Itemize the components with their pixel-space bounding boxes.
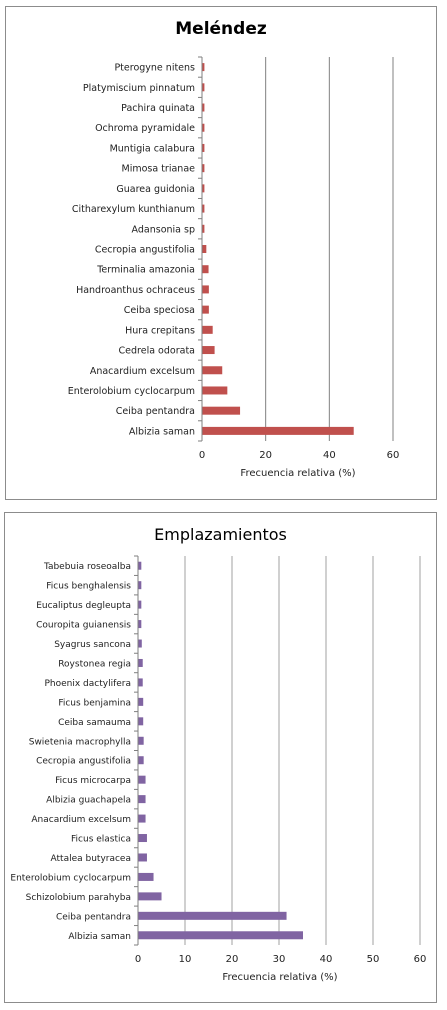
- bar: [202, 123, 205, 132]
- category-label: Ficus elastica: [71, 835, 131, 845]
- bar: [202, 184, 205, 193]
- category-label: Albizia saman: [68, 932, 131, 942]
- category-label: Pterogyne nitens: [114, 63, 195, 74]
- category-label: Tabebuia roseoalba: [43, 562, 131, 572]
- category-label: Muntigia calabura: [110, 143, 195, 154]
- bar: [138, 911, 287, 920]
- category-label: Platymiscium pinnatum: [83, 83, 195, 94]
- category-label: Albizia saman: [129, 426, 195, 437]
- category-label: Syagrus sancona: [54, 640, 131, 650]
- bar: [138, 717, 144, 726]
- category-label: Mimosa trianae: [122, 164, 196, 175]
- bar: [202, 103, 205, 112]
- bar: [202, 325, 213, 334]
- category-label: Anacardium excelsum: [90, 366, 195, 377]
- bar: [202, 143, 205, 152]
- category-label: Terminalia amazonia: [96, 265, 195, 276]
- bar: [138, 756, 144, 765]
- bar: [138, 853, 147, 862]
- category-label: Pachira quinata: [121, 103, 195, 114]
- category-label: Cecropia angustifolia: [36, 757, 131, 767]
- x-axis-label: Frecuencia relativa (%): [240, 468, 355, 479]
- bar: [138, 600, 142, 609]
- x-tick-label: 20: [259, 450, 272, 461]
- bar: [202, 346, 215, 355]
- bar: [202, 285, 209, 294]
- category-label: Cecropia angustifolia: [95, 245, 195, 256]
- x-tick-label: 40: [320, 954, 333, 965]
- x-tick-label: 60: [414, 954, 427, 965]
- bar: [138, 561, 142, 570]
- bar: [138, 834, 147, 843]
- category-label: Ceiba pentandra: [116, 406, 195, 417]
- bar: [202, 305, 209, 314]
- bar: [138, 892, 162, 901]
- bar: [138, 639, 142, 648]
- category-label: Roystonea regia: [58, 659, 131, 669]
- x-tick-label: 10: [179, 954, 192, 965]
- category-label: Eucaliptus degleupta: [36, 601, 131, 611]
- bar: [202, 204, 205, 213]
- chart-panel-melendez: Meléndez: [5, 6, 437, 500]
- bar: [202, 426, 354, 435]
- bar: [202, 366, 223, 375]
- category-label: Ceiba samauma: [58, 718, 131, 728]
- category-label: Phoenix dactylifera: [44, 679, 131, 689]
- x-tick-label: 30: [273, 954, 286, 965]
- bar: [138, 795, 146, 804]
- category-label: Schizolobium parahyba: [26, 893, 131, 903]
- chart-title: Meléndez: [175, 19, 267, 39]
- bar: [202, 386, 228, 395]
- bar: [138, 872, 154, 881]
- category-label: Citharexylum kunthianum: [72, 204, 195, 215]
- bar: [138, 775, 146, 784]
- bar: [138, 931, 303, 940]
- bar: [138, 581, 142, 590]
- bar: [202, 63, 205, 72]
- bar: [202, 224, 205, 233]
- bar: [202, 83, 205, 92]
- bar: [202, 406, 241, 415]
- x-tick-label: 0: [199, 450, 205, 461]
- category-label: Ochroma pyramidale: [95, 123, 195, 134]
- category-label: Couropita guianensis: [36, 621, 131, 631]
- category-label: Anacardium excelsum: [31, 815, 131, 825]
- category-label: Ceiba pentandra: [56, 912, 131, 922]
- x-tick-label: 0: [135, 954, 141, 965]
- bar: [202, 164, 205, 173]
- category-label: Ficus microcarpa: [55, 776, 131, 786]
- chart-title: Emplazamientos: [154, 525, 287, 544]
- bar: [138, 697, 144, 706]
- bar: [202, 245, 207, 253]
- bar: [138, 658, 143, 667]
- category-label: Enterolobium cyclocarpum: [10, 873, 131, 883]
- x-tick-label: 50: [367, 954, 380, 965]
- bar: [202, 265, 209, 274]
- category-label: Enterolobium cyclocarpum: [68, 386, 195, 397]
- bar: [138, 678, 143, 687]
- category-label: Handroanthus ochraceus: [76, 285, 195, 296]
- category-label: Swietenia macrophylla: [29, 737, 131, 747]
- bar: [138, 736, 144, 745]
- category-label: Ficus benghalensis: [46, 582, 131, 592]
- x-tick-label: 40: [323, 450, 336, 461]
- category-label: Ficus benjamina: [58, 698, 131, 708]
- category-label: Guarea guidonia: [116, 184, 195, 195]
- x-axis-label: Frecuencia relativa (%): [222, 972, 337, 983]
- category-label: Albizia guachapela: [46, 796, 131, 806]
- category-label: Hura crepitans: [125, 325, 195, 336]
- bar: [138, 814, 146, 823]
- x-tick-label: 20: [226, 954, 239, 965]
- x-tick-label: 60: [387, 450, 400, 461]
- chart-panel-emplazamientos: Emplazamientos: [4, 512, 437, 1003]
- category-label: Ceiba speciosa: [124, 305, 195, 316]
- category-label: Adansonia sp: [132, 224, 195, 235]
- category-label: Attalea butyracea: [51, 854, 131, 864]
- bar: [138, 620, 142, 629]
- category-label: Cedrela odorata: [119, 346, 195, 357]
